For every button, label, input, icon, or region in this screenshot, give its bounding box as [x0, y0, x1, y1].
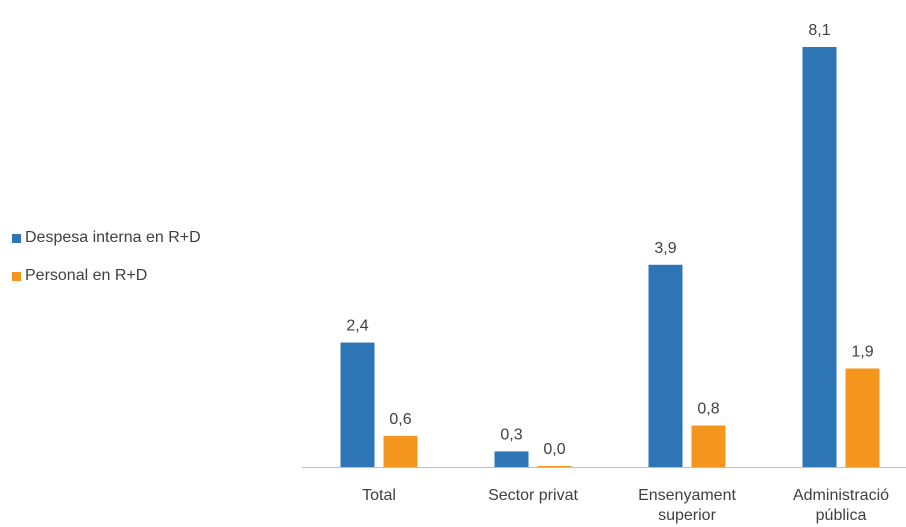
data-label: 0,6 — [389, 411, 411, 428]
legend-item-personal: Personal en R+D — [12, 266, 201, 286]
data-label: 2,4 — [346, 318, 368, 335]
bar — [537, 466, 572, 467]
legend-swatch-despesa — [12, 233, 21, 243]
bar — [340, 342, 375, 467]
data-label: 0,0 — [543, 441, 565, 458]
bar — [691, 425, 726, 467]
x-tick-label: Administració — [793, 487, 889, 504]
data-label: 0,8 — [697, 401, 719, 418]
x-tick-label: Ensenyament — [638, 487, 736, 504]
data-label: 8,1 — [808, 22, 830, 39]
data-label: 0,3 — [500, 426, 522, 443]
x-tick-label: Sector privat — [488, 487, 578, 504]
x-tick-label: Total — [362, 487, 396, 504]
legend-item-despesa: Despesa interna en R+D — [12, 228, 201, 248]
x-tick-label: superior — [658, 507, 716, 524]
bar — [802, 47, 837, 467]
bar — [648, 264, 683, 467]
data-label: 3,9 — [654, 240, 676, 257]
legend-swatch-personal — [12, 271, 21, 281]
data-label: 1,9 — [851, 343, 873, 360]
x-tick-label: pública — [816, 507, 867, 524]
legend-label-personal: Personal en R+D — [25, 267, 148, 284]
bar — [383, 435, 418, 467]
legend-label-despesa: Despesa interna en R+D — [25, 229, 201, 246]
legend: Despesa interna en R+D Personal en R+D — [12, 228, 201, 304]
bar — [845, 368, 880, 467]
bar — [494, 451, 529, 467]
